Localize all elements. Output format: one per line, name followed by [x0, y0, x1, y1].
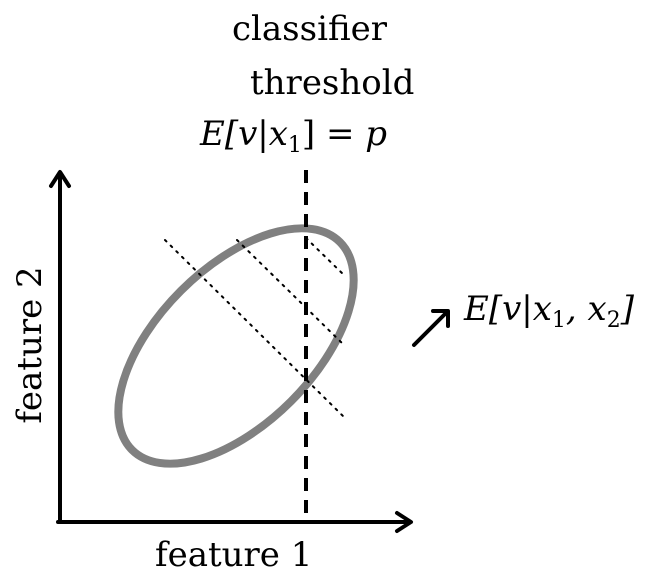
threshold-equation: E[v|x1] = p	[200, 114, 388, 157]
iso-line-2	[236, 239, 346, 347]
threshold-equation-lhs: E[v|x	[200, 114, 288, 154]
iso-line-1	[164, 239, 346, 419]
threshold-equation-subscript: 1	[287, 133, 302, 158]
direction-arrow-shaft	[412, 310, 449, 347]
direction-label-lhs: E[v|x	[464, 289, 552, 329]
iso-line-3	[305, 237, 346, 277]
direction-label-sub2: 2	[606, 308, 621, 333]
iso-lines	[164, 237, 346, 419]
title-line-threshold: threshold	[250, 63, 415, 103]
axes	[49, 170, 413, 533]
title-line-classifier: classifier	[232, 9, 388, 49]
data-ellipse	[114, 224, 358, 468]
direction-arrow-head	[431, 309, 450, 328]
x-axis-arrowhead	[395, 511, 413, 533]
threshold-equation-rhs: p	[365, 114, 388, 154]
direction-label-end: ]	[620, 289, 634, 329]
direction-label-sub1: 1	[551, 308, 566, 333]
y-axis-arrowhead	[49, 170, 71, 188]
direction-label-mid: , x	[565, 289, 607, 329]
threshold-equation-equals: ] =	[301, 114, 366, 154]
y-axis-label: feature 2	[10, 266, 50, 424]
x-axis-label: feature 1	[155, 535, 313, 575]
direction-label: E[v|x1, x2]	[464, 289, 634, 332]
gradient-direction-arrow	[412, 309, 450, 347]
